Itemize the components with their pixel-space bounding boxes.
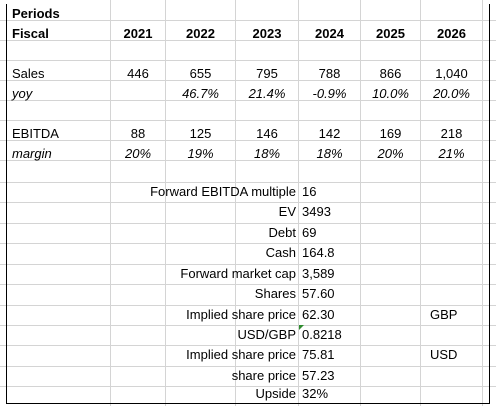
yoy-value: 46.7% bbox=[182, 86, 219, 101]
valuation-label: Debt bbox=[268, 225, 296, 240]
gridline bbox=[0, 60, 496, 61]
valuation-value: 3,589 bbox=[302, 266, 335, 281]
margin-value: 21% bbox=[438, 146, 465, 161]
valuation-value: 3493 bbox=[302, 204, 331, 219]
valuation-label: USD/GBP bbox=[237, 327, 296, 342]
gridline bbox=[0, 120, 496, 121]
gridline bbox=[0, 182, 496, 183]
sales-label: Sales bbox=[12, 66, 45, 81]
sales-value: 788 bbox=[318, 66, 341, 81]
year-header: 2022 bbox=[186, 26, 215, 41]
valuation-value: 16 bbox=[302, 184, 317, 199]
gridline bbox=[0, 223, 496, 224]
valuation-value: 32% bbox=[302, 386, 329, 401]
yoy-value: 21.4% bbox=[248, 86, 286, 101]
yoy-value: 10.0% bbox=[372, 86, 409, 101]
gridline bbox=[0, 243, 496, 244]
gridline bbox=[420, 0, 421, 406]
margin-value: 19% bbox=[187, 146, 214, 161]
gridline bbox=[0, 345, 496, 346]
gridline bbox=[0, 325, 496, 326]
gridline bbox=[0, 160, 496, 161]
valuation-value: 57.60 bbox=[302, 286, 335, 301]
sales-value: 866 bbox=[379, 66, 402, 81]
valuation-label: Cash bbox=[265, 245, 296, 260]
sales-value: 1,040 bbox=[435, 66, 468, 81]
gridline bbox=[0, 366, 496, 367]
valuation-label: Shares bbox=[254, 286, 296, 301]
ebitda-label: EBITDA bbox=[12, 126, 59, 141]
valuation-value: 164.8 bbox=[302, 245, 335, 260]
ebitda-value: 146 bbox=[256, 126, 278, 141]
gridline bbox=[0, 264, 496, 265]
gridline bbox=[360, 0, 361, 406]
valuation-value: 62.30 bbox=[302, 307, 335, 322]
gridline bbox=[482, 0, 483, 406]
ebitda-value: 218 bbox=[440, 126, 463, 141]
gridline bbox=[0, 202, 496, 203]
margin-value: 18% bbox=[316, 146, 343, 161]
valuation-value: 0.8218 bbox=[302, 327, 342, 342]
valuation-label: Upside bbox=[255, 386, 296, 401]
year-header: 2023 bbox=[252, 26, 282, 41]
ebitda-value: 88 bbox=[130, 126, 146, 141]
yoy-label: yoy bbox=[12, 86, 33, 101]
margin-value: 18% bbox=[253, 146, 281, 161]
gridline bbox=[0, 305, 496, 306]
gridline bbox=[0, 40, 496, 41]
valuation-value: 75.81 bbox=[302, 347, 335, 362]
gridline bbox=[110, 0, 111, 406]
table-border bbox=[489, 4, 490, 404]
yoy-value: 20.0% bbox=[433, 86, 470, 101]
comment-indicator-icon[interactable] bbox=[299, 325, 304, 330]
margin-label: margin bbox=[12, 146, 52, 161]
gridline bbox=[0, 100, 496, 101]
gridline bbox=[165, 0, 166, 406]
periods-label: Periods bbox=[12, 6, 60, 21]
valuation-label: Implied share price bbox=[186, 307, 296, 322]
gridline bbox=[0, 284, 496, 285]
year-header: 2025 bbox=[376, 26, 405, 41]
margin-value: 20% bbox=[377, 146, 404, 161]
gridline bbox=[0, 80, 496, 81]
gridline bbox=[235, 0, 236, 406]
gridline bbox=[0, 386, 496, 387]
valuation-label: Forward EBITDA multiple bbox=[150, 184, 296, 199]
gridline bbox=[298, 0, 299, 406]
table-border bbox=[6, 4, 7, 404]
sales-value: 446 bbox=[127, 66, 149, 81]
currency-unit: USD bbox=[430, 347, 458, 362]
valuation-label: share price bbox=[231, 368, 296, 383]
margin-value: 20% bbox=[124, 146, 152, 161]
gridline bbox=[0, 20, 496, 21]
fiscal-label: Fiscal bbox=[12, 26, 49, 41]
sales-value: 655 bbox=[189, 66, 212, 81]
ebitda-value: 125 bbox=[189, 126, 212, 141]
valuation-label: EV bbox=[278, 204, 296, 219]
year-header: 2026 bbox=[437, 26, 466, 41]
table-border bbox=[6, 403, 490, 404]
valuation-label: Forward market cap bbox=[180, 266, 296, 281]
valuation-value: 69 bbox=[302, 225, 317, 240]
year-header: 2024 bbox=[315, 26, 344, 41]
valuation-label: Implied share price bbox=[186, 347, 296, 362]
currency-unit: GBP bbox=[430, 307, 458, 322]
valuation-value: 57.23 bbox=[302, 368, 335, 383]
yoy-value: -0.9% bbox=[312, 86, 347, 101]
gridline bbox=[0, 140, 496, 141]
ebitda-value: 142 bbox=[318, 126, 341, 141]
ebitda-value: 169 bbox=[379, 126, 402, 141]
sales-value: 795 bbox=[256, 66, 278, 81]
year-header: 2021 bbox=[123, 26, 153, 41]
